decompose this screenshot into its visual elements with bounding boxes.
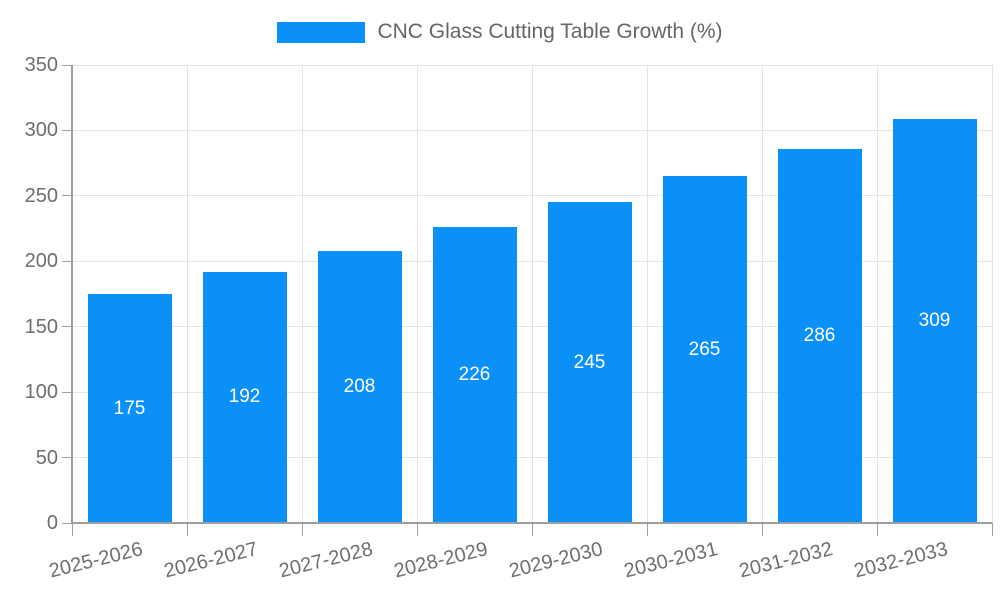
- y-axis-tick-label: 200: [24, 250, 58, 273]
- x-axis-tick-label: 2029-2030: [506, 538, 605, 583]
- bar[interactable]: [892, 118, 977, 523]
- x-axis-tick-label: 2031-2032: [736, 538, 835, 583]
- x-axis-tick-label: 2030-2031: [621, 538, 720, 583]
- bar[interactable]: [202, 271, 287, 523]
- x-gridline: [416, 65, 418, 523]
- y-axis-tick: [62, 326, 72, 328]
- y-axis-tick: [62, 195, 72, 197]
- bar[interactable]: [317, 250, 402, 523]
- y-axis-line: [71, 65, 73, 524]
- y-axis-tick-label: 250: [24, 184, 58, 207]
- legend-label: CNC Glass Cutting Table Growth (%): [377, 20, 723, 43]
- bar-value-label: 192: [228, 386, 261, 408]
- bar[interactable]: [547, 202, 632, 523]
- bar-value-label: 175: [113, 397, 146, 419]
- legend-swatch[interactable]: [277, 21, 366, 43]
- x-axis-tick: [991, 523, 993, 536]
- x-axis-tick-label: 2032-2033: [851, 538, 950, 583]
- x-axis-tick: [761, 523, 763, 536]
- x-axis-tick: [646, 523, 648, 536]
- bar-value-label: 226: [458, 364, 491, 386]
- y-axis-tick: [62, 129, 72, 131]
- y-axis-tick: [62, 457, 72, 459]
- x-axis-tick: [186, 523, 188, 536]
- x-gridline: [991, 65, 993, 523]
- x-axis-tick-label: 2027-2028: [276, 538, 375, 583]
- bar-value-label: 265: [688, 338, 721, 360]
- bar-value-label: 286: [803, 324, 836, 346]
- x-axis-tick: [71, 523, 73, 536]
- y-axis-tick: [62, 522, 72, 524]
- bar-value-label: 208: [343, 375, 376, 397]
- y-axis-tick-label: 350: [24, 54, 58, 76]
- y-axis-tick-label: 50: [35, 446, 58, 469]
- bar[interactable]: [662, 176, 747, 523]
- x-axis-tick: [416, 523, 418, 536]
- x-gridline: [876, 65, 878, 523]
- y-axis-tick-label: 150: [24, 315, 58, 338]
- x-axis-tick-label: 2025-2026: [46, 538, 145, 583]
- bar[interactable]: [87, 294, 172, 523]
- y-axis-tick: [62, 260, 72, 262]
- x-axis-tick: [301, 523, 303, 536]
- x-axis-tick: [531, 523, 533, 536]
- bar[interactable]: [777, 148, 862, 523]
- x-gridline: [646, 65, 648, 523]
- x-gridline: [301, 65, 303, 523]
- bar[interactable]: [432, 227, 517, 523]
- y-axis-tick-label: 100: [24, 381, 58, 404]
- x-gridline: [761, 65, 763, 523]
- y-axis-tick-label: 0: [46, 512, 58, 534]
- y-axis-tick: [62, 391, 72, 393]
- x-axis-line: [71, 522, 992, 524]
- y-axis-tick-label: 300: [24, 119, 58, 142]
- x-axis-tick-label: 2028-2029: [391, 538, 490, 583]
- x-gridline: [186, 65, 188, 523]
- y-axis-tick: [62, 64, 72, 66]
- x-axis-tick: [876, 523, 878, 536]
- x-gridline: [531, 65, 533, 523]
- bar-value-label: 245: [573, 351, 606, 373]
- bar-value-label: 309: [918, 309, 951, 331]
- x-axis-tick-label: 2026-2027: [161, 538, 260, 583]
- legend[interactable]: CNC Glass Cutting Table Growth (%): [0, 20, 1000, 44]
